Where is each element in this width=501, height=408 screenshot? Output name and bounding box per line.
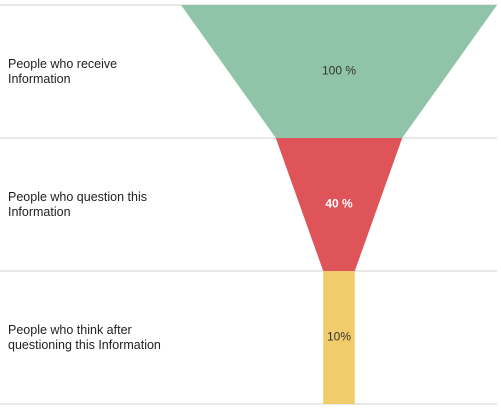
category-label: People who think after questioning this … xyxy=(8,322,161,352)
funnel-segment xyxy=(323,271,355,404)
value-label: 100 % xyxy=(322,64,356,78)
value-label: 40 % xyxy=(325,197,353,211)
category-label: People who receive Information xyxy=(8,56,118,86)
category-label: People who question this Information xyxy=(8,189,147,219)
funnel-segment xyxy=(181,5,497,138)
value-label: 10% xyxy=(327,330,351,344)
funnel-segment xyxy=(275,138,403,271)
